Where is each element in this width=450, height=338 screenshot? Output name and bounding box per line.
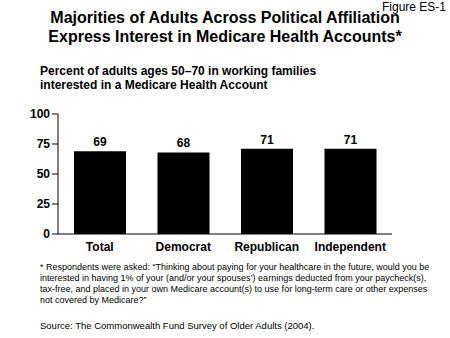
html-text:Percent of adults ages 50–70 i: Percent of adults ages 50–70 in working … [40,64,317,92]
svg-text:25: 25 [37,197,51,211]
svg-text:0: 0 [43,227,50,241]
svg-text:68: 68 [177,136,191,150]
svg-text:75: 75 [37,137,51,151]
html-text:Majorities of Adults Across Po: Majorities of Adults Across Political Af… [48,9,402,45]
html-text:Figure ES-1: Figure ES-1 [382,0,446,14]
svg-text:71: 71 [344,133,358,147]
svg-text:Independent: Independent [315,240,386,254]
html-text:* Respondents were asked: “Thi: * Respondents were asked: “Thinking abou… [40,262,430,305]
svg-text:71: 71 [260,133,274,147]
svg-text:100: 100 [30,107,50,121]
svg-text:69: 69 [93,135,107,149]
svg-text:Total: Total [86,240,114,254]
svg-text:Republican: Republican [234,240,299,254]
svg-text:Democrat: Democrat [156,240,211,254]
svg-text:50: 50 [37,167,51,181]
html-text:Source: The Commonwealth Fund: Source: The Commonwealth Fund Survey of … [40,320,315,331]
